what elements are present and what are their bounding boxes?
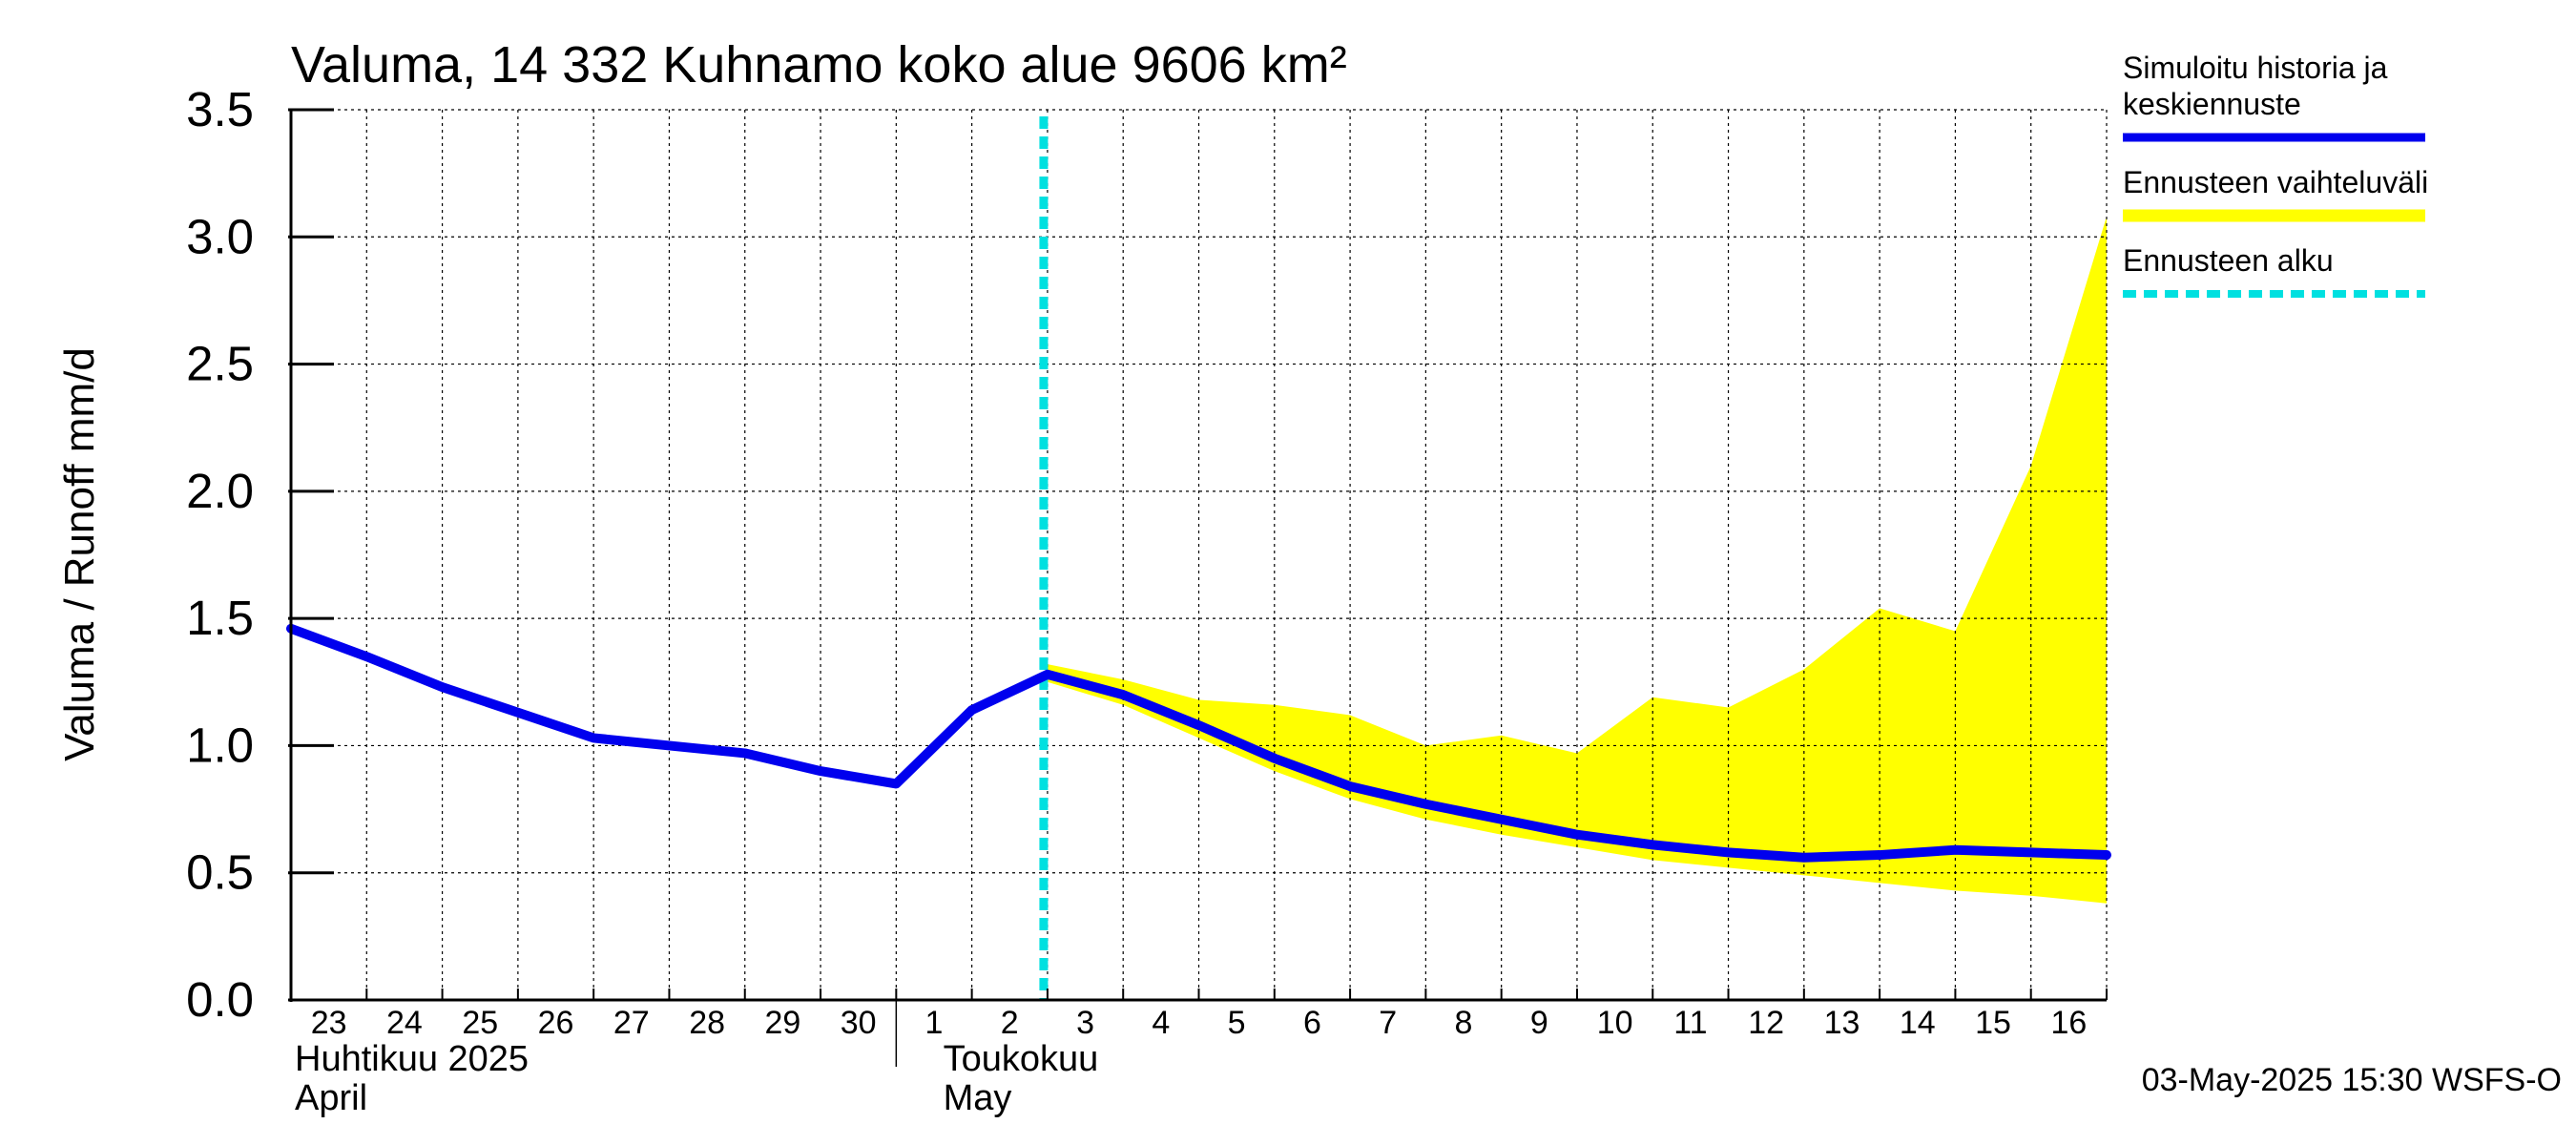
- x-tick-label: 2: [1001, 1005, 1019, 1041]
- x-tick-label: 14: [1900, 1005, 1936, 1041]
- x-tick-label: 7: [1379, 1005, 1397, 1041]
- x-tick-label: 8: [1455, 1005, 1473, 1041]
- x-tick-label: 15: [1975, 1005, 2011, 1041]
- y-tick-label: 2.0: [186, 464, 254, 518]
- x-tick-label: 30: [841, 1005, 877, 1041]
- y-axis-label: Valuma / Runoff mm/d: [56, 347, 103, 761]
- x-tick-label: 5: [1228, 1005, 1246, 1041]
- x-tick-label: 4: [1152, 1005, 1170, 1041]
- x-tick-label: 9: [1530, 1005, 1548, 1041]
- y-tick-label: 1.5: [186, 591, 254, 645]
- forecast-range-band: [1047, 216, 2107, 904]
- y-tick-label: 0.0: [186, 972, 254, 1027]
- x-tick-label: 13: [1824, 1005, 1860, 1041]
- x-tick-label: 10: [1597, 1005, 1633, 1041]
- x-tick-label: 11: [1673, 1005, 1707, 1041]
- legend-label: Ennusteen vaihteluväli: [2123, 165, 2428, 199]
- x-tick-label: 27: [613, 1005, 650, 1041]
- footer-timestamp: 03-May-2025 15:30 WSFS-O: [2142, 1062, 2562, 1098]
- x-tick-label: 26: [538, 1005, 574, 1041]
- y-tick-label: 1.0: [186, 718, 254, 772]
- y-tick-label: 3.0: [186, 209, 254, 263]
- x-tick-label: 28: [689, 1005, 725, 1041]
- x-tick-label: 1: [925, 1005, 944, 1041]
- x-tick-label: 3: [1076, 1005, 1094, 1041]
- x-tick-label: 29: [764, 1005, 800, 1041]
- y-tick-label: 3.5: [186, 82, 254, 136]
- y-tick-label: 0.5: [186, 845, 254, 900]
- x-tick-label: 25: [462, 1005, 498, 1041]
- x-tick-label: 24: [386, 1005, 423, 1041]
- month-label: Huhtikuu 2025: [295, 1039, 529, 1079]
- legend-label: keskiennuste: [2123, 87, 2301, 121]
- x-tick-label: 6: [1303, 1005, 1321, 1041]
- legend-label: Ennusteen alku: [2123, 243, 2334, 278]
- y-tick-label: 2.5: [186, 337, 254, 391]
- month-label: Toukokuu: [944, 1039, 1099, 1079]
- series-line: [286, 623, 2111, 863]
- legend-label: Simuloitu historia ja: [2123, 51, 2388, 85]
- month-label-en: April: [295, 1078, 367, 1118]
- chart-title: Valuma, 14 332 Kuhnamo koko alue 9606 km…: [291, 36, 1347, 94]
- month-label-en: May: [944, 1078, 1012, 1118]
- x-tick-label: 12: [1748, 1005, 1784, 1041]
- x-tick-label: 23: [311, 1005, 347, 1041]
- x-tick-label: 16: [2050, 1005, 2087, 1041]
